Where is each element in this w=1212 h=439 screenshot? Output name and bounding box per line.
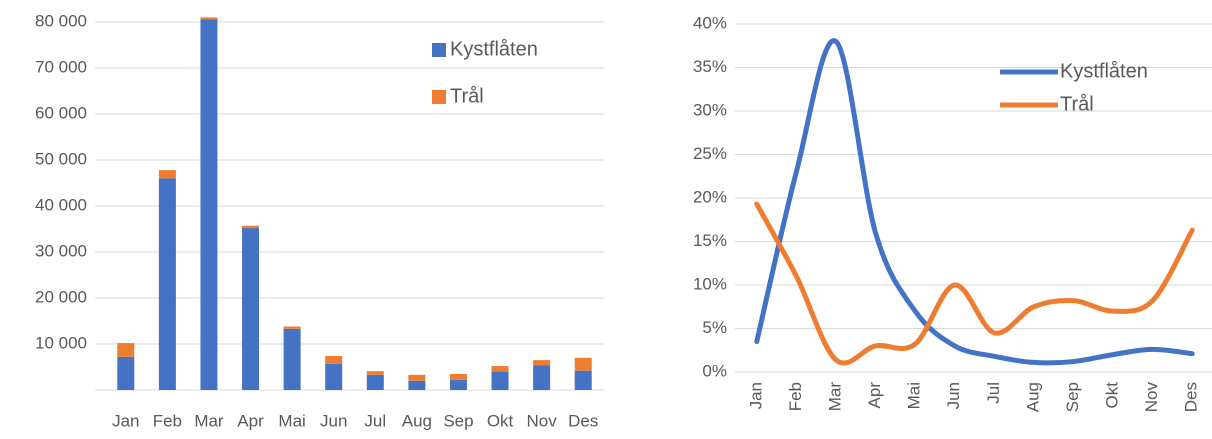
x-tick-label: Jan xyxy=(746,382,765,409)
x-tick-label: Mar xyxy=(194,411,224,430)
y-tick-label: 20 000 xyxy=(35,287,87,306)
bar-segment xyxy=(200,19,218,391)
bar-segment xyxy=(533,365,551,390)
x-tick-label: Okt xyxy=(487,411,514,430)
bar-segment xyxy=(366,374,384,390)
bar-segment xyxy=(574,370,592,390)
y-tick-label: 5% xyxy=(702,318,727,337)
y-tick-label: 80 000 xyxy=(35,11,87,30)
bar-segment xyxy=(283,326,301,329)
bar-segment xyxy=(574,357,592,371)
legend-label: Trål xyxy=(450,85,484,107)
bar-segment xyxy=(408,374,426,381)
y-tick-label: 70 000 xyxy=(35,57,87,76)
bar-segment xyxy=(533,360,551,366)
x-tick-label: Jun xyxy=(944,382,963,409)
bar-segment xyxy=(408,380,426,390)
x-tick-label: Apr xyxy=(865,382,884,409)
bar-segment xyxy=(158,170,176,179)
bar-segment xyxy=(366,371,384,375)
x-tick-label: Mai xyxy=(905,382,924,409)
x-tick-label: Jul xyxy=(364,411,386,430)
y-tick-label: 30% xyxy=(693,100,727,119)
x-tick-label: Jun xyxy=(320,411,347,430)
bar-segment xyxy=(117,343,135,357)
bar-segment xyxy=(117,356,135,390)
x-tick-label: Mar xyxy=(825,382,844,412)
legend-swatch xyxy=(432,43,446,57)
y-tick-label: 60 000 xyxy=(35,103,87,122)
y-tick-label: 50 000 xyxy=(35,149,87,168)
bar-segment xyxy=(491,366,509,372)
legend-swatch xyxy=(432,90,446,104)
line-series xyxy=(754,201,1195,366)
line-series xyxy=(754,38,1195,366)
y-tick-label: 40% xyxy=(693,13,727,32)
x-tick-label: Sep xyxy=(1063,382,1082,412)
bar-segment xyxy=(242,228,260,390)
x-tick-label: Jan xyxy=(112,411,139,430)
x-tick-label: Okt xyxy=(1103,382,1122,409)
bar-segment xyxy=(158,178,176,390)
y-tick-label: 10% xyxy=(693,274,727,293)
y-tick-label: 10 000 xyxy=(35,333,87,352)
legend-label: Kystflåten xyxy=(1060,60,1148,82)
x-tick-label: Feb xyxy=(153,411,182,430)
y-tick-label: 35% xyxy=(693,57,727,76)
y-tick-label: 40 000 xyxy=(35,195,87,214)
x-tick-label: Nov xyxy=(527,411,558,430)
y-tick-label: 20% xyxy=(693,187,727,206)
x-tick-label: Feb xyxy=(786,382,805,411)
x-tick-label: Aug xyxy=(1023,382,1042,412)
y-tick-label: 30 000 xyxy=(35,241,87,260)
bar-segment xyxy=(491,371,509,390)
bar-segment xyxy=(449,379,467,390)
y-tick-label: 25% xyxy=(693,144,727,163)
x-tick-label: Des xyxy=(568,411,598,430)
x-tick-label: Apr xyxy=(237,411,264,430)
bar-segment xyxy=(325,355,343,364)
y-tick-label: 15% xyxy=(693,231,727,250)
x-tick-label: Mai xyxy=(278,411,305,430)
y-tick-label: 0% xyxy=(702,361,727,380)
bar-segment xyxy=(449,373,467,380)
legend-label: Kystflåten xyxy=(450,38,538,60)
x-tick-label: Sep xyxy=(443,411,473,430)
x-tick-label: Des xyxy=(1182,382,1201,412)
bar-segment xyxy=(283,328,301,390)
x-tick-label: Nov xyxy=(1142,382,1161,413)
bar-segment xyxy=(242,225,260,229)
bar-segment xyxy=(200,17,218,20)
legend-label: Trål xyxy=(1060,93,1094,115)
x-tick-label: Jul xyxy=(984,382,1003,404)
x-tick-label: Aug xyxy=(402,411,432,430)
bar-segment xyxy=(325,363,343,390)
